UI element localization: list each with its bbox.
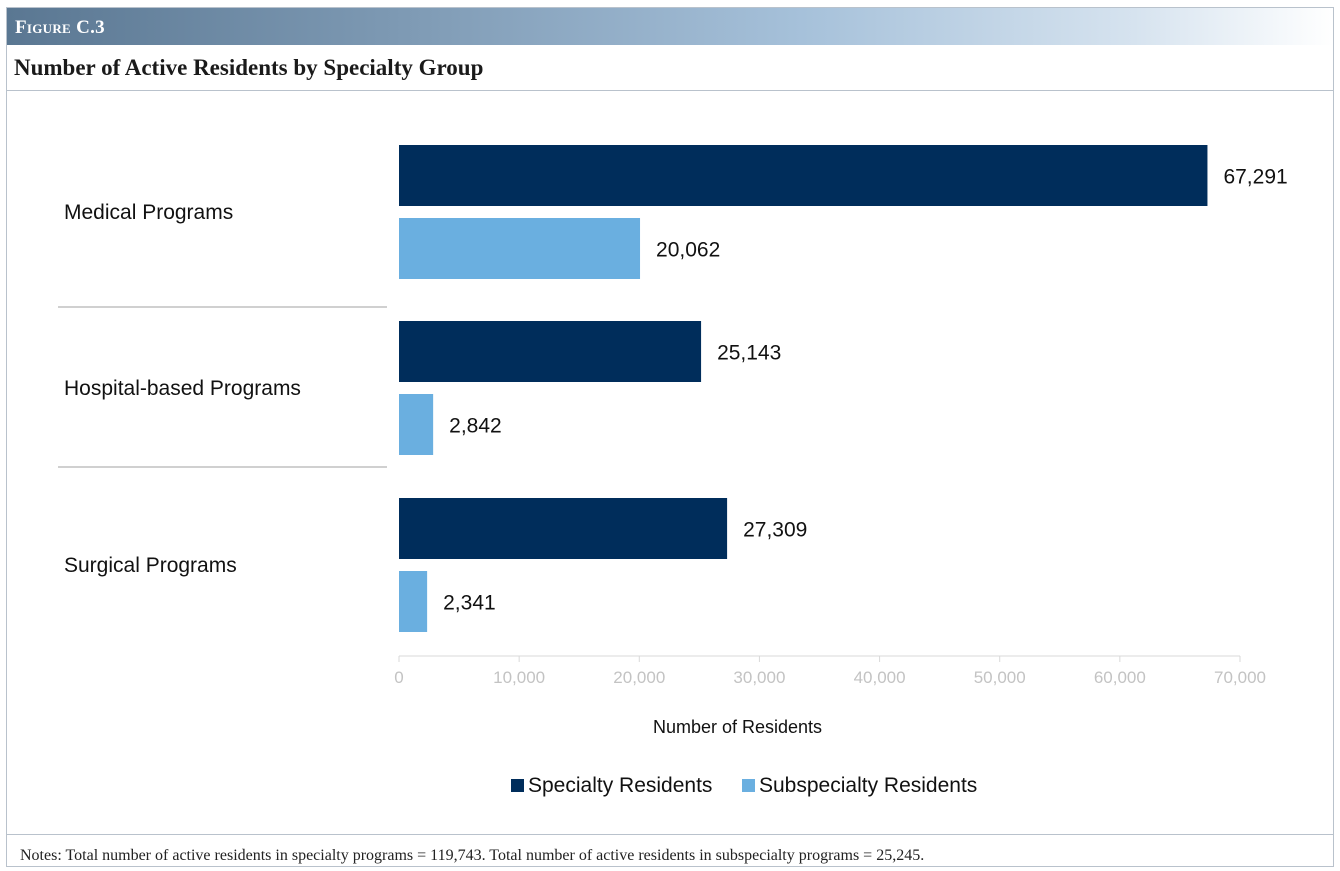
specialty-bar [399, 498, 727, 559]
x-tick-label: 60,000 [1094, 668, 1146, 687]
x-axis-title: Number of Residents [653, 717, 822, 737]
data-label: 67,291 [1223, 166, 1287, 189]
subspecialty-bar [399, 571, 427, 632]
subspecialty-bar [399, 394, 433, 455]
x-tick-label: 30,000 [733, 668, 785, 687]
specialty-bar [399, 321, 701, 382]
x-tick-label: 70,000 [1214, 668, 1266, 687]
subspecialty-bar [399, 218, 640, 279]
data-label: 2,842 [449, 415, 502, 438]
legend-swatch-subspecialty [742, 779, 755, 792]
legend-label-subspecialty: Subspecialty Residents [759, 774, 977, 797]
legend-swatch-specialty [511, 779, 524, 792]
x-tick-label: 10,000 [493, 668, 545, 687]
x-tick-label: 20,000 [613, 668, 665, 687]
x-tick-label: 0 [394, 668, 403, 687]
category-label: Hospital-based Programs [64, 377, 301, 400]
data-label: 20,062 [656, 239, 720, 262]
data-label: 2,341 [443, 592, 496, 615]
specialty-bar [399, 145, 1207, 206]
x-tick-label: 50,000 [974, 668, 1026, 687]
legend-label-specialty: Specialty Residents [528, 774, 712, 797]
data-label: 25,143 [717, 342, 781, 365]
category-label: Medical Programs [64, 201, 233, 224]
data-label: 27,309 [743, 519, 807, 542]
category-label: Surgical Programs [64, 554, 237, 577]
x-tick-label: 40,000 [854, 668, 906, 687]
